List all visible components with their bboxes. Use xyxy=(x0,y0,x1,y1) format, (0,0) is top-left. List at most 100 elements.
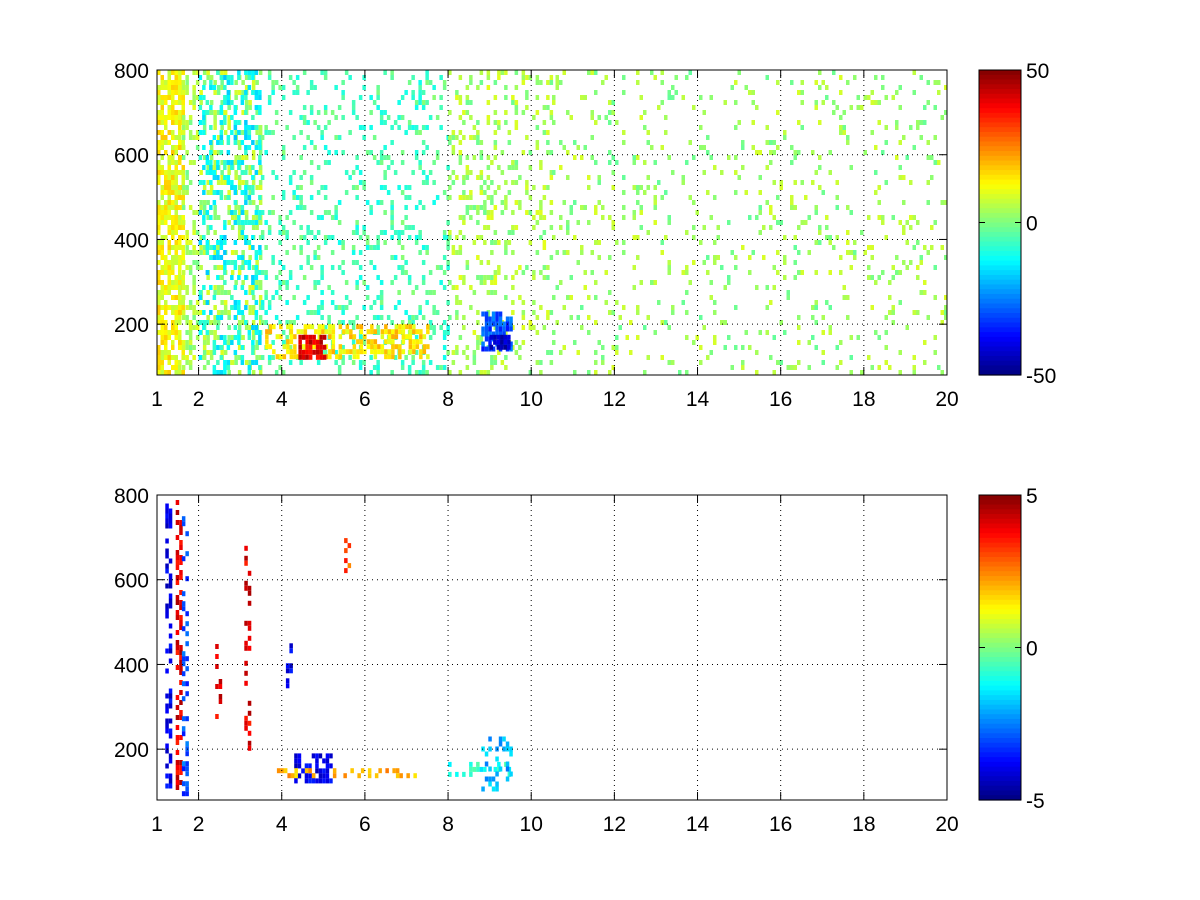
heatmap-cell xyxy=(455,90,459,95)
heatmap-cell xyxy=(188,345,193,350)
heatmap-cell xyxy=(479,766,484,772)
heatmap-cell xyxy=(797,325,801,330)
heatmap-cell xyxy=(302,120,307,125)
heatmap-cell xyxy=(814,345,818,350)
heatmap-cell xyxy=(355,225,359,230)
heatmap-cell xyxy=(363,349,367,355)
heatmap-cell xyxy=(167,305,171,310)
heatmap-cell xyxy=(497,125,501,130)
heatmap-cell xyxy=(769,205,773,210)
heatmap-cell xyxy=(639,185,643,190)
heatmap-cell xyxy=(451,170,456,175)
heatmap-cell xyxy=(233,260,238,265)
heatmap-cell xyxy=(174,275,178,280)
heatmap-cell xyxy=(165,748,169,754)
heatmap-cell xyxy=(846,240,850,245)
heatmap-cell xyxy=(205,170,210,175)
heatmap-cell xyxy=(532,325,536,330)
heatmap-cell xyxy=(268,329,273,335)
heatmap-cell xyxy=(241,130,245,135)
heatmap-cell xyxy=(495,771,499,777)
heatmap-cell xyxy=(323,105,328,110)
heatmap-cell xyxy=(546,80,550,85)
heatmap-cell xyxy=(160,145,164,150)
heatmap-cell xyxy=(692,105,696,110)
heatmap-cell xyxy=(188,100,193,105)
heatmap-cell xyxy=(542,185,547,190)
heatmap-cell xyxy=(414,335,419,340)
heatmap-cell xyxy=(514,110,519,115)
heatmap-cell xyxy=(241,235,245,240)
heatmap-cell xyxy=(446,165,450,170)
heatmap-cell xyxy=(811,305,815,310)
heatmap-cell xyxy=(490,355,494,360)
heatmap-cell xyxy=(442,320,447,325)
heatmap-cell xyxy=(542,240,547,245)
heatmap-cell xyxy=(276,768,281,774)
heatmap-cell xyxy=(298,354,302,360)
heatmap-cell xyxy=(930,175,934,180)
heatmap-cell xyxy=(179,710,183,715)
heatmap-cell xyxy=(179,735,183,740)
heatmap-cell xyxy=(209,215,213,220)
heatmap-cell xyxy=(185,320,189,325)
heatmap-cell xyxy=(237,275,241,280)
heatmap-cell xyxy=(486,275,491,280)
heatmap-cell xyxy=(247,240,252,245)
heatmap-cell xyxy=(772,180,776,185)
heatmap-cell xyxy=(179,715,183,720)
heatmap-cell xyxy=(356,324,360,330)
heatmap-cell xyxy=(237,70,241,75)
heatmap-cell xyxy=(344,280,349,285)
heatmap-cell xyxy=(285,335,289,340)
heatmap-cell xyxy=(205,245,210,250)
heatmap-cell xyxy=(316,190,321,195)
heatmap-cell xyxy=(597,340,601,345)
heatmap-cell xyxy=(448,195,452,200)
heatmap-cell xyxy=(507,190,512,195)
heatmap-cell xyxy=(428,270,433,275)
heatmap-cell xyxy=(414,125,419,130)
heatmap-cell xyxy=(181,696,186,702)
heatmap-cell xyxy=(835,195,839,200)
heatmap-cell xyxy=(337,200,342,205)
heatmap-cell xyxy=(318,768,323,774)
heatmap-cell xyxy=(404,270,408,275)
heatmap-cell xyxy=(622,175,626,180)
heatmap-cell xyxy=(174,200,178,205)
heatmap-cell xyxy=(168,513,173,519)
heatmap-cell xyxy=(505,316,510,322)
heatmap-cell xyxy=(525,90,529,95)
heatmap-cell xyxy=(230,165,234,170)
heatmap-cell xyxy=(479,150,484,155)
heatmap-cell xyxy=(167,105,171,110)
heatmap-cell xyxy=(174,295,178,300)
heatmap-cell xyxy=(181,250,185,255)
heatmap-cell xyxy=(185,751,189,757)
heatmap-cell xyxy=(667,215,671,220)
heatmap-cell xyxy=(542,325,547,330)
heatmap-cell xyxy=(432,310,436,315)
heatmap-cell xyxy=(390,235,394,240)
heatmap-cell xyxy=(521,310,526,315)
heatmap-cell xyxy=(344,548,348,554)
heatmap-cell xyxy=(632,210,636,215)
heatmap-cell xyxy=(258,145,262,150)
heatmap-cell xyxy=(535,220,540,225)
heatmap-cell xyxy=(168,523,173,529)
heatmap-cell xyxy=(525,265,529,270)
heatmap-cell xyxy=(765,75,769,80)
heatmap-cell xyxy=(408,334,413,340)
heatmap-cell xyxy=(383,185,387,190)
heatmap-cell xyxy=(469,771,473,777)
heatmap-cell xyxy=(898,175,902,180)
heatmap-cell xyxy=(226,260,231,265)
heatmap-cell xyxy=(233,200,238,205)
heatmap-cell xyxy=(462,235,466,240)
heatmap-cell xyxy=(755,350,759,355)
heatmap-cell xyxy=(288,320,293,325)
heatmap-cell xyxy=(216,370,220,375)
heatmap-cell xyxy=(168,518,173,524)
heatmap-cell xyxy=(181,165,185,170)
heatmap-cell xyxy=(258,140,262,145)
